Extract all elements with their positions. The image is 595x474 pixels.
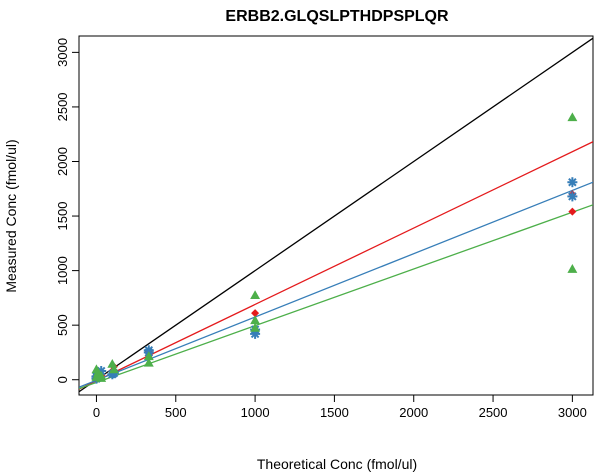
data-point [567, 112, 578, 122]
y-tick-label: 3000 [55, 38, 70, 67]
y-tick-label: 500 [55, 314, 70, 336]
y-tick-label: 0 [55, 376, 70, 383]
data-point [567, 177, 578, 188]
x-axis-label: Theoretical Conc (fmol/ul) [257, 456, 417, 472]
x-tick-label: 2000 [399, 405, 428, 420]
x-tick-label: 3000 [558, 405, 587, 420]
data-point [108, 364, 119, 374]
fit-line-3 [79, 204, 593, 390]
data-point [567, 191, 578, 202]
y-tick-label: 1000 [55, 256, 70, 285]
identity-line [79, 37, 593, 393]
data-point [567, 264, 578, 273]
data-point [96, 370, 107, 380]
data-point [250, 322, 261, 332]
x-tick-label: 500 [165, 405, 187, 420]
fit-line-1 [79, 141, 593, 390]
data-point [143, 357, 154, 367]
x-tick-label: 1000 [241, 405, 270, 420]
x-tick-label: 2500 [479, 405, 508, 420]
data-point [251, 309, 260, 318]
data-point [143, 351, 154, 361]
data-point [250, 290, 261, 300]
fit-lines [79, 37, 593, 393]
y-tick-label: 2000 [55, 147, 70, 176]
data-point [107, 358, 118, 368]
plot-frame [78, 35, 594, 396]
x-axis: 0 500 1000 1500 2000 2500 3000 [93, 395, 587, 420]
chart-title: ERBB2.GLQSLPTHDPSPLQR [225, 8, 449, 25]
y-tick-label: 1500 [55, 202, 70, 231]
y-axis-label: Measured Conc (fmol/ul) [3, 139, 19, 292]
x-tick-label: 1500 [320, 405, 349, 420]
y-axis: 0 500 1000 1500 2000 2500 3000 [55, 38, 79, 383]
y-tick-label: 2500 [55, 92, 70, 121]
fit-line-2 [79, 181, 593, 388]
data-point [568, 207, 577, 216]
data-points [91, 112, 578, 384]
data-point [250, 315, 261, 325]
x-tick-label: 0 [93, 405, 100, 420]
